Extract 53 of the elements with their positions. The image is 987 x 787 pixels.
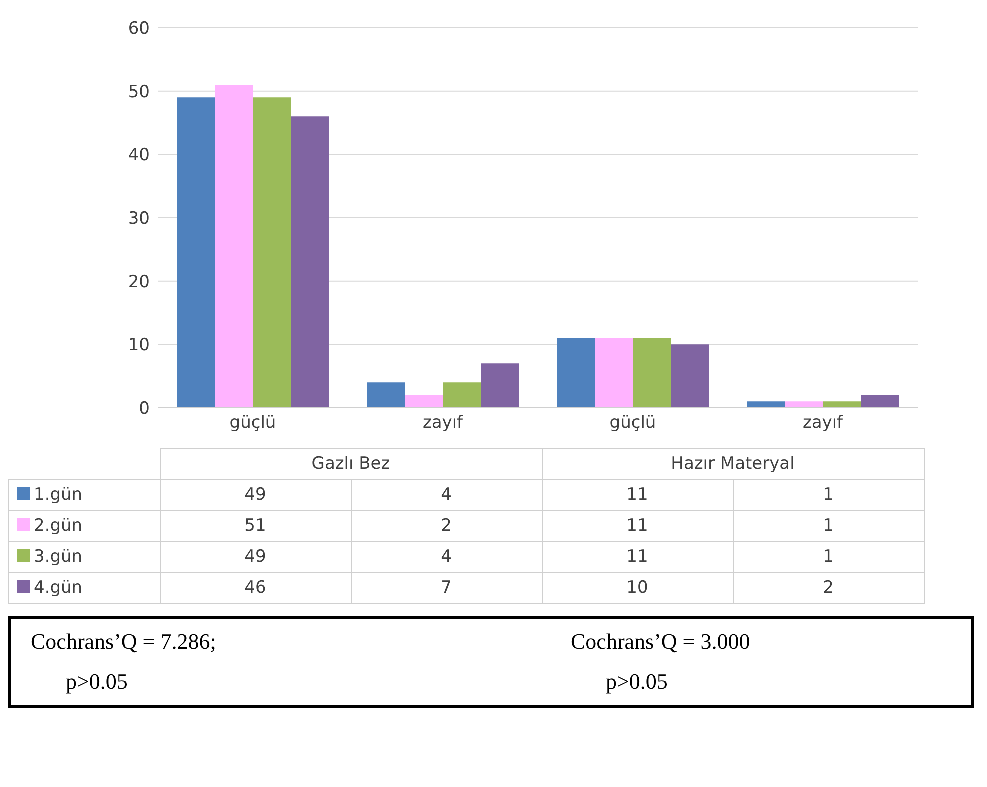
bar [253,98,291,408]
data-label: 49 [160,542,351,572]
bar [671,344,709,408]
data-label: 11 [542,510,733,542]
data-label: 49 [160,480,351,510]
y-tick-label: 10 [128,336,150,356]
bar [633,338,671,408]
data-label: 51 [160,510,351,542]
data-label: 1 [733,542,924,572]
data-label: 1 [733,480,924,510]
data-label: 11 [542,542,733,572]
text: p>0.05 [606,669,669,695]
bar [823,402,861,408]
y-tick-label: 50 [128,82,150,102]
y-tick-label: 0 [139,399,150,420]
bar [367,382,405,408]
data-label: 1 [733,510,924,542]
text: Hazır Materyal [542,448,924,480]
bar [747,402,785,408]
bar [443,382,481,408]
data-label: 4 [351,542,542,572]
text: Cochrans’Q = 3.000 [570,629,752,655]
bar [215,85,253,408]
bar [405,395,443,408]
y-tick-label: 60 [128,19,150,40]
legend-label: 4.gün [8,572,160,604]
x-tick-label: zayıf [802,413,844,434]
data-label: 2 [733,572,924,604]
bar [785,402,823,408]
data-label: 11 [542,480,733,510]
text: Gazlı Bez [160,448,542,480]
bar [481,364,519,408]
text: p>0.05 [66,669,129,695]
legend-label: 3.gün [8,542,160,572]
x-tick-label: güçlü [610,413,656,434]
data-label: 2 [351,510,542,542]
y-tick-label: 40 [128,146,150,166]
data-label: 7 [351,572,542,604]
data-label: 10 [542,572,733,604]
y-tick-label: 30 [128,209,150,230]
bar [861,395,899,408]
legend-label: 1.gün [8,480,160,510]
bar [177,98,215,408]
y-tick-label: 20 [128,272,150,292]
bar [557,338,595,408]
data-label: 46 [160,572,351,604]
data-label: 4 [351,480,542,510]
legend-label: 2.gün [8,510,160,542]
x-tick-label: zayıf [422,413,464,434]
x-tick-label: güçlü [230,413,276,434]
text: Cochrans’Q = 7.286; [30,629,218,655]
bar [595,338,633,408]
bar [291,116,329,408]
